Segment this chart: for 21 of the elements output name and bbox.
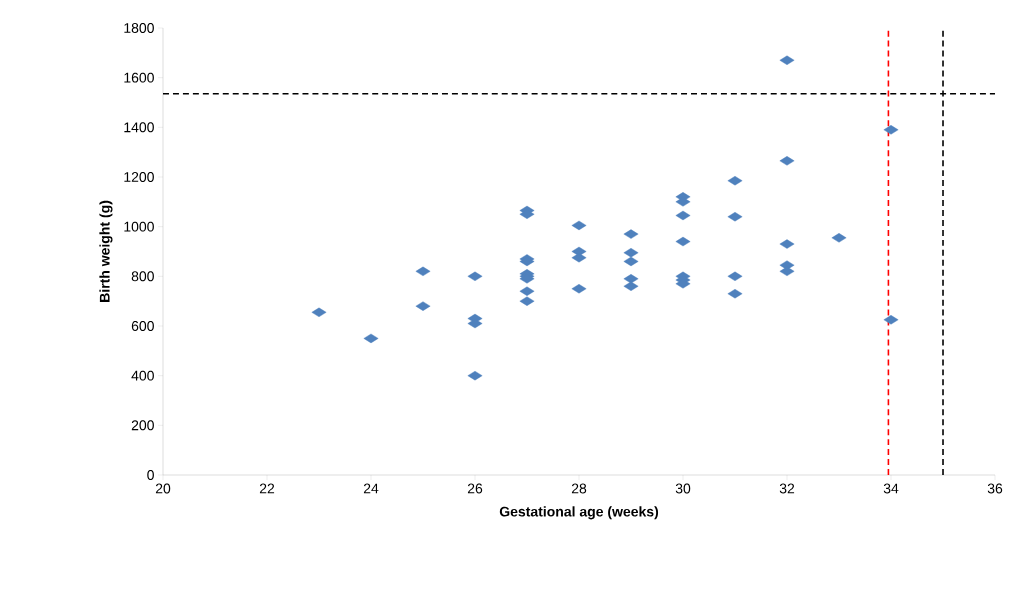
y-tick-label: 600 xyxy=(131,321,154,331)
x-tick-label: 32 xyxy=(779,483,795,494)
x-tick-label: 22 xyxy=(259,483,275,494)
x-tick-label: 28 xyxy=(571,483,587,494)
x-tick-label: 24 xyxy=(363,483,379,494)
y-axis-title: Birth weight (g) xyxy=(99,200,113,302)
y-tick-label: 0 xyxy=(147,470,154,480)
y-tick-label: 1000 xyxy=(124,221,154,232)
y-tick-label: 1800 xyxy=(124,23,154,33)
y-tick-label: 1200 xyxy=(124,172,154,182)
y-tick-label: 1400 xyxy=(124,122,154,133)
x-tick-label: 30 xyxy=(675,483,691,494)
y-tick-label: 1600 xyxy=(124,72,154,83)
y-tick-label: 400 xyxy=(131,370,154,381)
y-tick-label: 200 xyxy=(131,420,154,431)
x-tick-label: 34 xyxy=(883,483,899,494)
x-tick-label: 20 xyxy=(155,483,171,494)
x-axis-title: Gestational age (weeks) xyxy=(499,506,659,520)
x-tick-label: 26 xyxy=(467,483,483,494)
x-tick-label: 36 xyxy=(987,483,1003,494)
y-tick-label: 800 xyxy=(131,271,154,282)
